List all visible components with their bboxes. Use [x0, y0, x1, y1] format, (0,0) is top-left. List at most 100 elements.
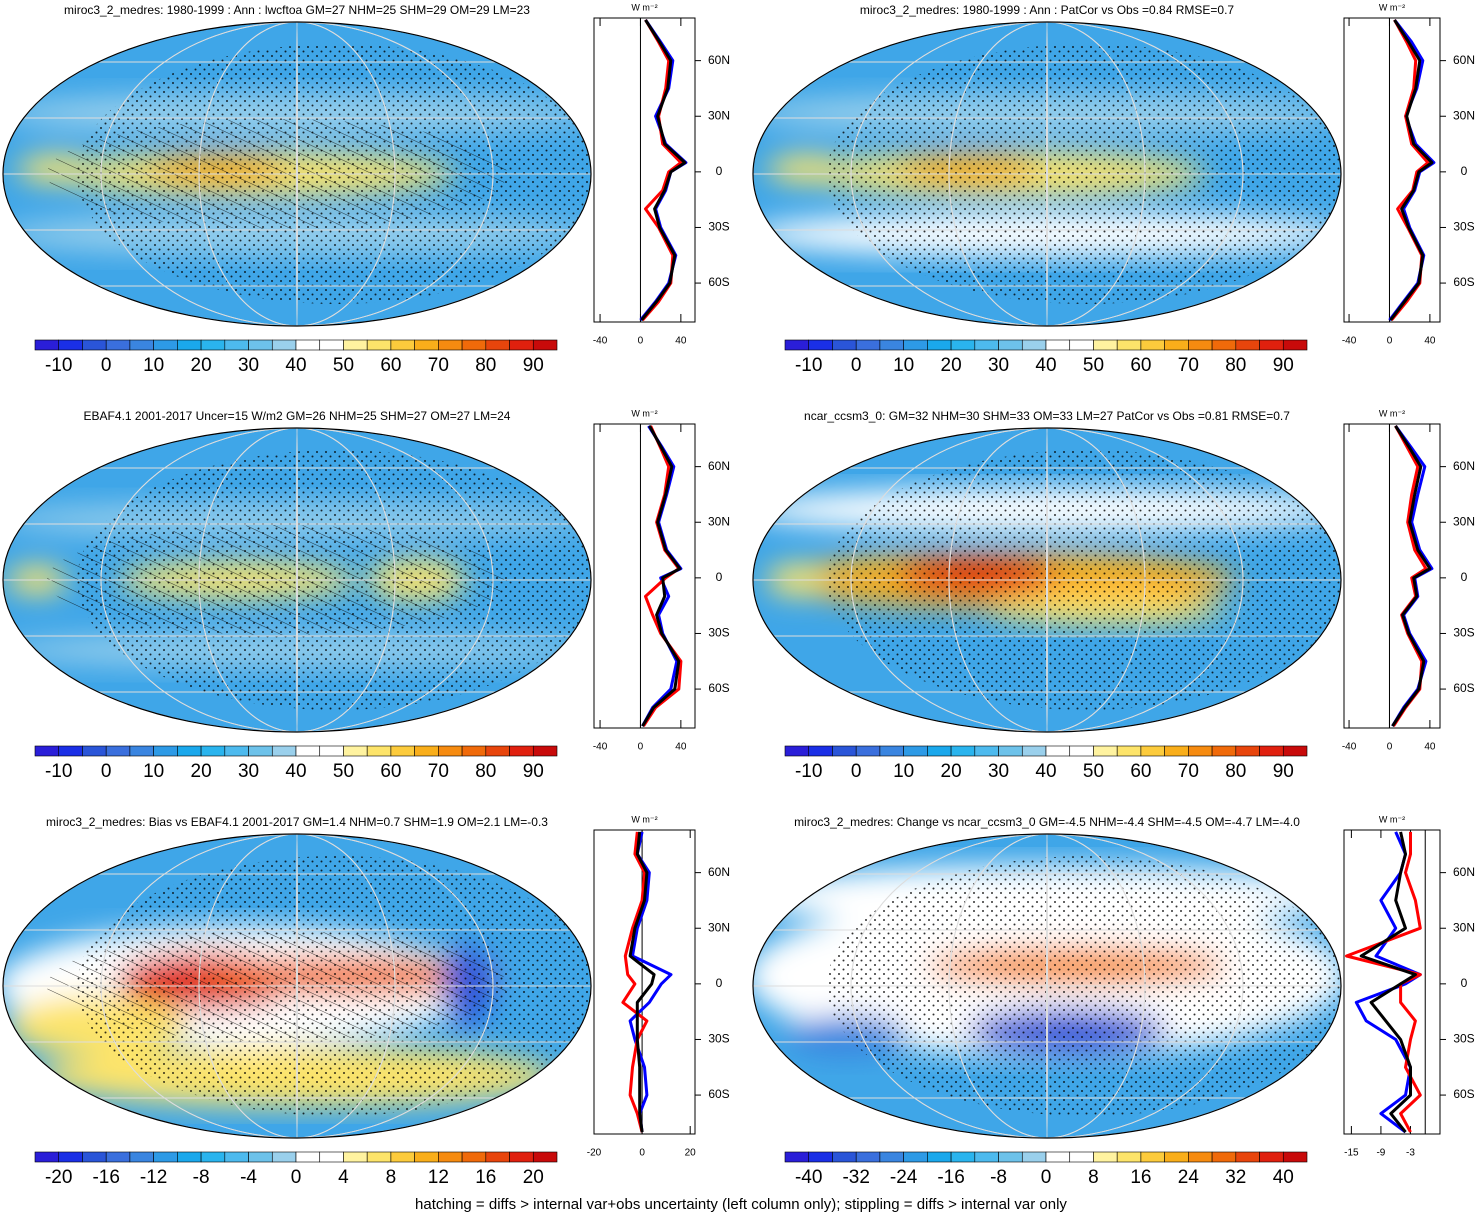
colorbar-box — [343, 745, 368, 757]
colorbar-label: -40 — [795, 1167, 822, 1188]
y-tick-label: 30N — [708, 514, 730, 528]
colorbar-box — [903, 1151, 928, 1163]
graticule — [948, 22, 1146, 326]
colorbar-box — [998, 745, 1023, 757]
colorbar-label: -10 — [45, 761, 72, 782]
colorbar-box — [177, 1151, 202, 1163]
x-tick-label: 40 — [1424, 742, 1436, 753]
graticule — [296, 22, 298, 326]
colorbar-label: 12 — [428, 1167, 449, 1188]
colorbar-box — [974, 339, 999, 351]
map — [753, 834, 1341, 1138]
zonal-line — [639, 19, 688, 322]
colorbar-label: 30 — [238, 761, 259, 782]
unit-label: W m⁻² — [631, 2, 657, 12]
colorbar-box — [879, 339, 904, 351]
graticule — [948, 834, 1146, 1138]
y-tick-label: 0 — [716, 976, 723, 990]
colorbar-box — [509, 1151, 534, 1163]
colorbar-box — [461, 745, 487, 757]
zonal-line — [1389, 19, 1434, 322]
colorbar-label: 80 — [1225, 355, 1246, 376]
x-tick-label: 0 — [639, 1148, 645, 1159]
colorbar-box — [58, 1151, 83, 1163]
colorbar-box — [1164, 1151, 1189, 1163]
zonal-plot: W m⁻² -40 0 40 60N 30N 0 30S 60S — [593, 408, 730, 752]
colorbar-label: 16 — [1130, 1167, 1151, 1188]
zonal-line — [1391, 425, 1432, 727]
map-border — [2, 833, 592, 1139]
colorbar-box — [509, 745, 534, 757]
graticule — [850, 428, 1244, 732]
unit-label: W m⁻² — [1379, 2, 1405, 12]
colorbar-box — [855, 1151, 881, 1163]
colorbar-box — [927, 745, 952, 757]
panel: miroc3_2_medres: Bias vs EBAF4.1 2001-20… — [2, 814, 730, 1188]
plot-frame — [593, 17, 696, 323]
colorbar-box — [461, 339, 487, 351]
colorbar-box — [390, 745, 415, 757]
colorbar-box — [438, 339, 463, 351]
panel: EBAF4.1 2001-2017 Uncer=15 W/m2 GM=26 NH… — [2, 408, 730, 782]
colorbar-box — [808, 1151, 833, 1163]
colorbar-box — [903, 339, 928, 351]
y-tick-label: 30N — [708, 920, 730, 934]
zonal-plot: W m⁻² -15 -9 -3 60N 30N 0 30S 60S — [1343, 814, 1475, 1159]
unit-label: W m⁻² — [631, 814, 657, 824]
colorbar-box — [461, 1151, 487, 1163]
zonal-line — [641, 425, 683, 727]
colorbar-label: 10 — [893, 761, 914, 782]
colorbar-label: 40 — [1273, 1167, 1294, 1188]
colorbar-label: 90 — [1273, 761, 1294, 782]
colorbar-label: -24 — [890, 1167, 918, 1188]
map — [753, 22, 1341, 326]
map-border — [2, 21, 592, 327]
colorbar-label: 20 — [191, 355, 212, 376]
colorbar-box — [879, 1151, 904, 1163]
colorbar-box — [153, 1151, 178, 1163]
panel-title: EBAF4.1 2001-2017 Uncer=15 W/m2 GM=26 NH… — [84, 409, 511, 423]
colorbar-box — [1045, 745, 1071, 757]
x-tick-label: -40 — [593, 742, 608, 753]
colorbar-box — [224, 1151, 249, 1163]
colorbar-box — [1211, 339, 1237, 351]
colorbar-box — [295, 339, 321, 351]
colorbar-label: -16 — [92, 1167, 119, 1188]
zonal-plot: W m⁻² -40 0 40 60N 30N 0 30S 60S — [1342, 2, 1475, 346]
x-tick-label: -40 — [593, 336, 608, 347]
graticule — [198, 834, 396, 1138]
colorbar-box — [532, 745, 558, 757]
y-tick-label: 0 — [1461, 570, 1468, 584]
x-tick-label: 40 — [675, 336, 687, 347]
colorbar-box — [438, 1151, 463, 1163]
graticule — [850, 22, 1244, 326]
colorbar-box — [1259, 745, 1284, 757]
colorbar-box — [82, 745, 107, 757]
colorbar-box — [1069, 339, 1094, 351]
colorbar-box — [177, 745, 202, 757]
colorbar-box — [1282, 1151, 1308, 1163]
y-tick-label: 60N — [708, 53, 730, 67]
graticule — [100, 834, 494, 1138]
x-tick-label: 0 — [1387, 336, 1393, 347]
colorbar: -20 -16 -12 -8 -4 0 4 8 12 16 20 — [34, 1151, 558, 1188]
colorbar: -10 0 10 20 30 40 50 60 70 80 90 — [784, 339, 1308, 376]
graticule — [850, 834, 1244, 1138]
graticule — [100, 428, 494, 732]
colorbar-box — [414, 1151, 439, 1163]
y-tick-label: 60S — [708, 1087, 729, 1101]
colorbar-box — [998, 339, 1023, 351]
colorbar-box — [295, 1151, 321, 1163]
colorbar-box — [1093, 339, 1118, 351]
graticule — [198, 22, 396, 326]
colorbar-label: 80 — [1225, 761, 1246, 782]
colorbar-box — [509, 339, 534, 351]
colorbar-label: 50 — [1083, 761, 1104, 782]
panel-title: miroc3_2_medres: 1980-1999 : Ann : PatCo… — [860, 3, 1235, 17]
colorbar-label: 70 — [1178, 355, 1199, 376]
colorbar-label: 8 — [386, 1167, 397, 1188]
zonal-line — [621, 831, 649, 1133]
colorbar-label: 16 — [475, 1167, 496, 1188]
unit-label: W m⁻² — [631, 408, 657, 418]
colorbar-box — [414, 339, 439, 351]
